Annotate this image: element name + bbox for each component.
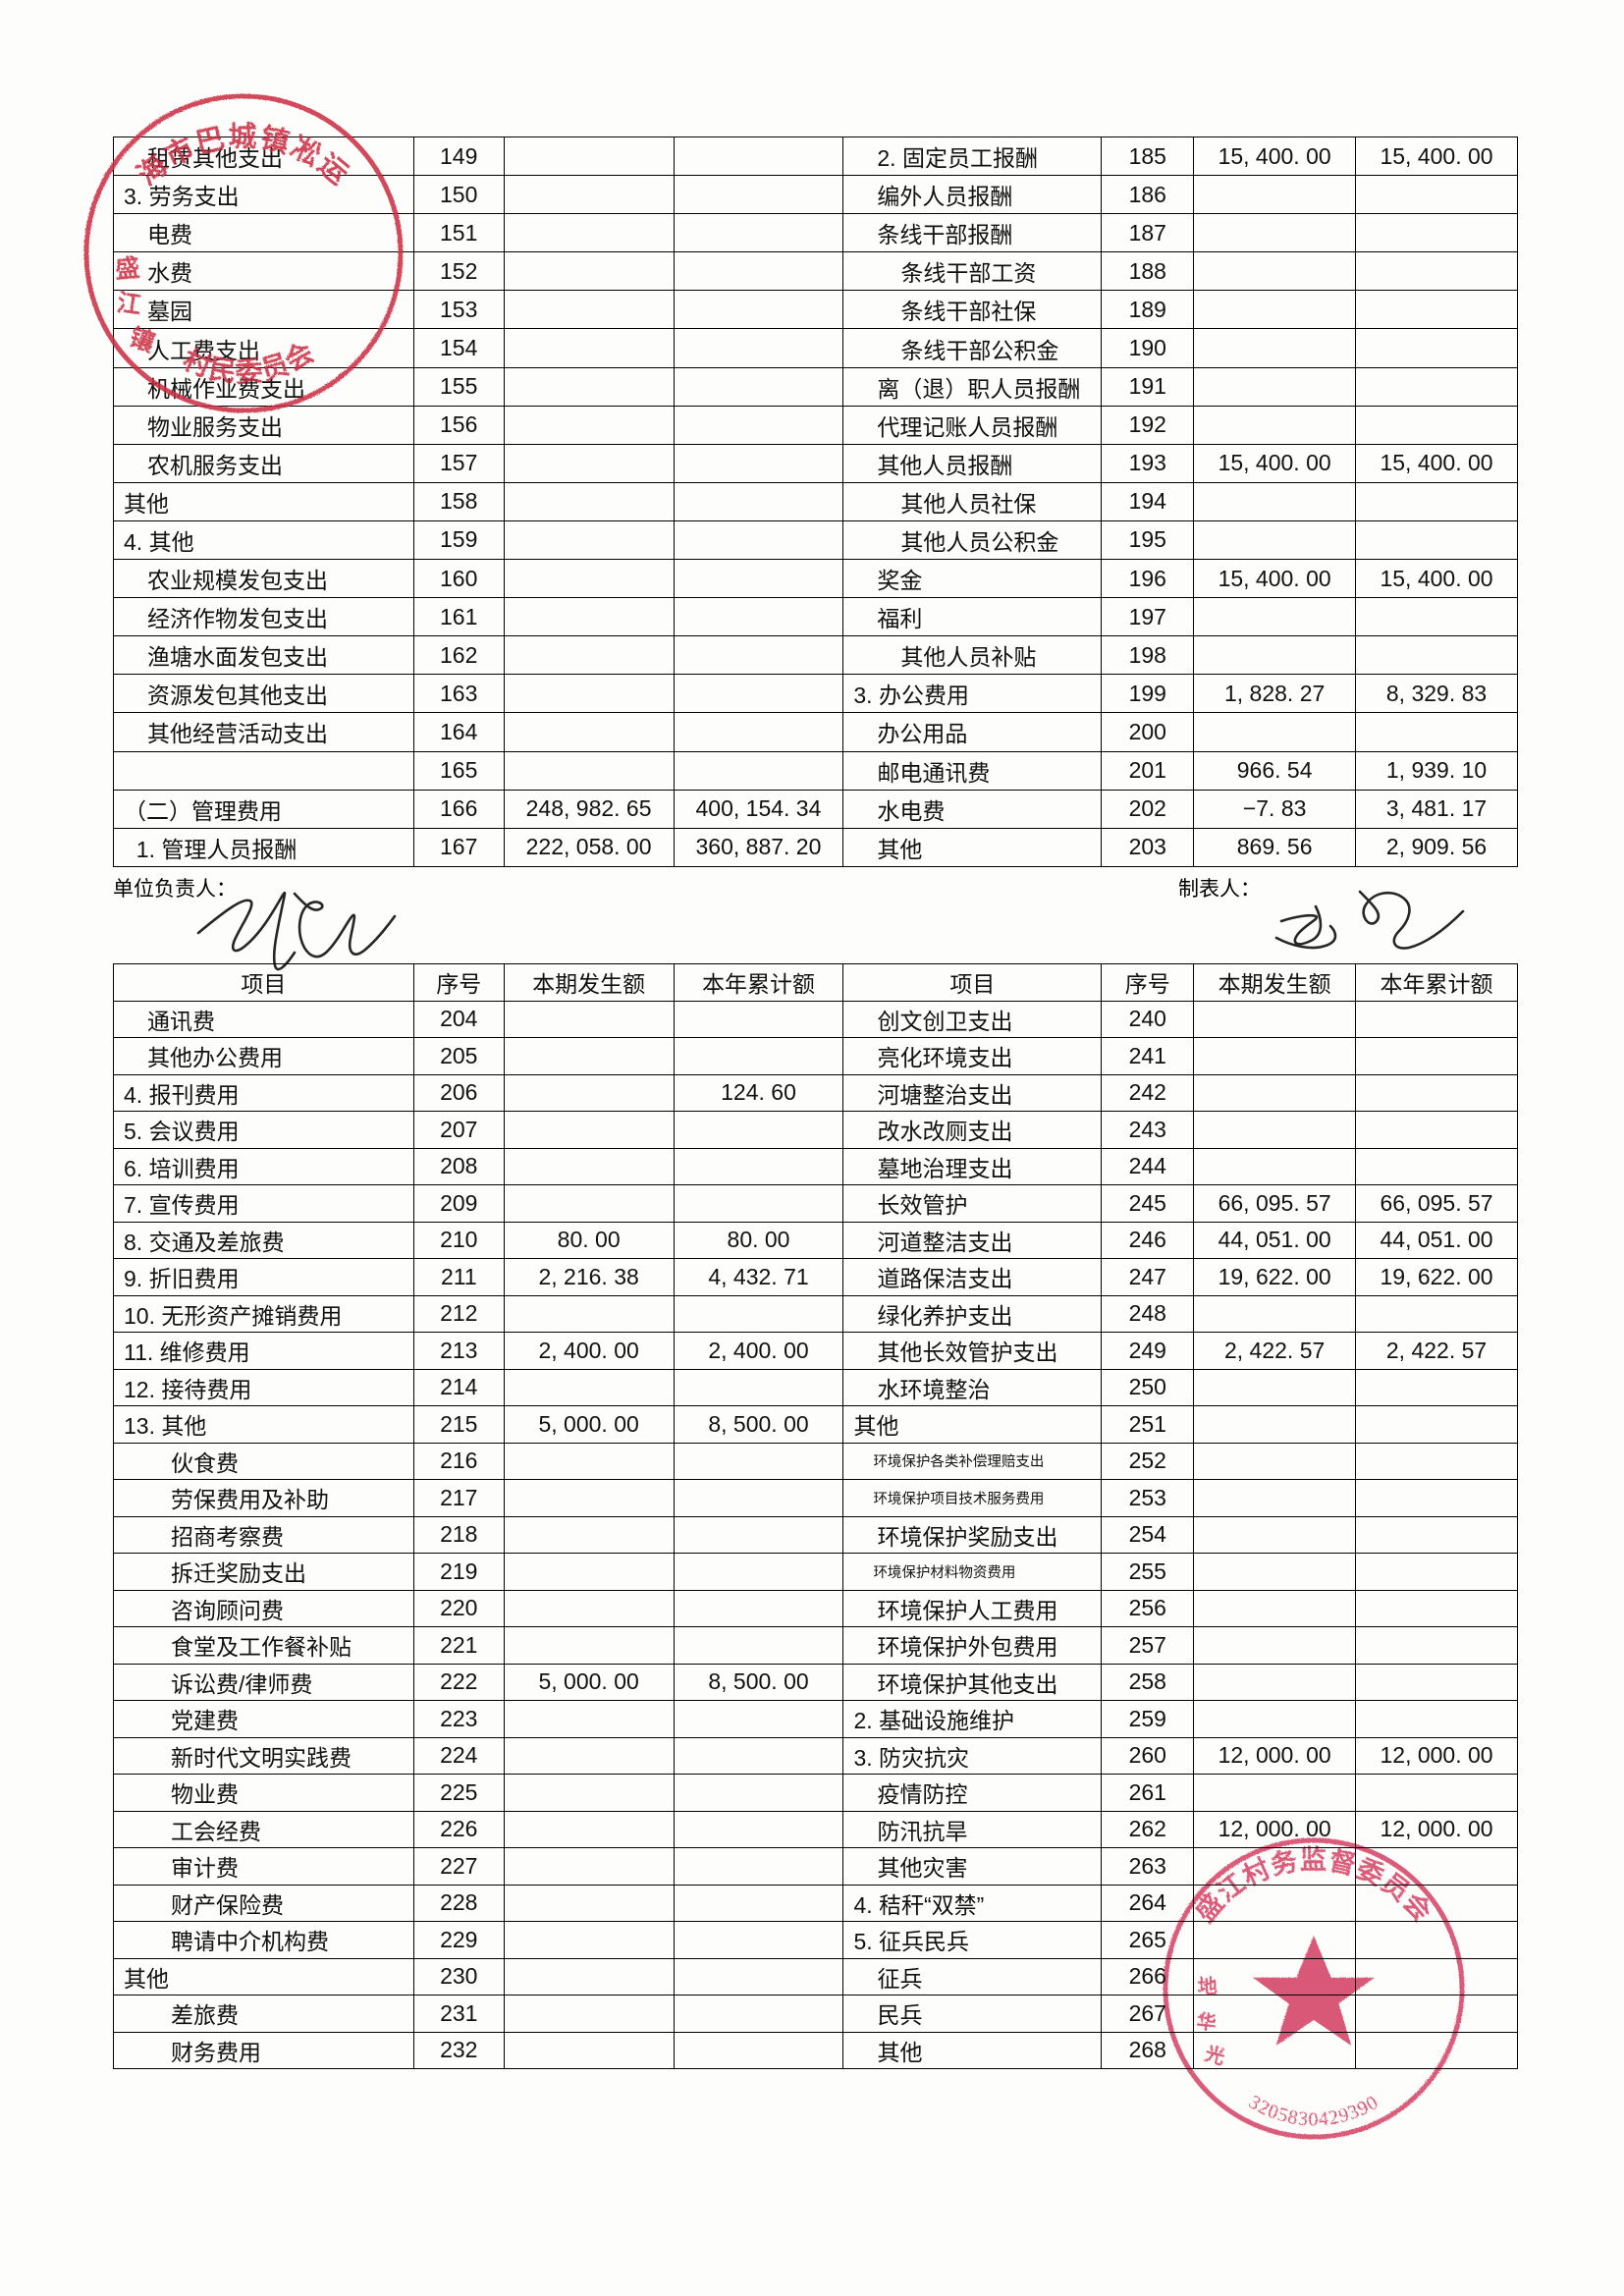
svg-text:3205830429390: 3205830429390 bbox=[1245, 2091, 1382, 2130]
